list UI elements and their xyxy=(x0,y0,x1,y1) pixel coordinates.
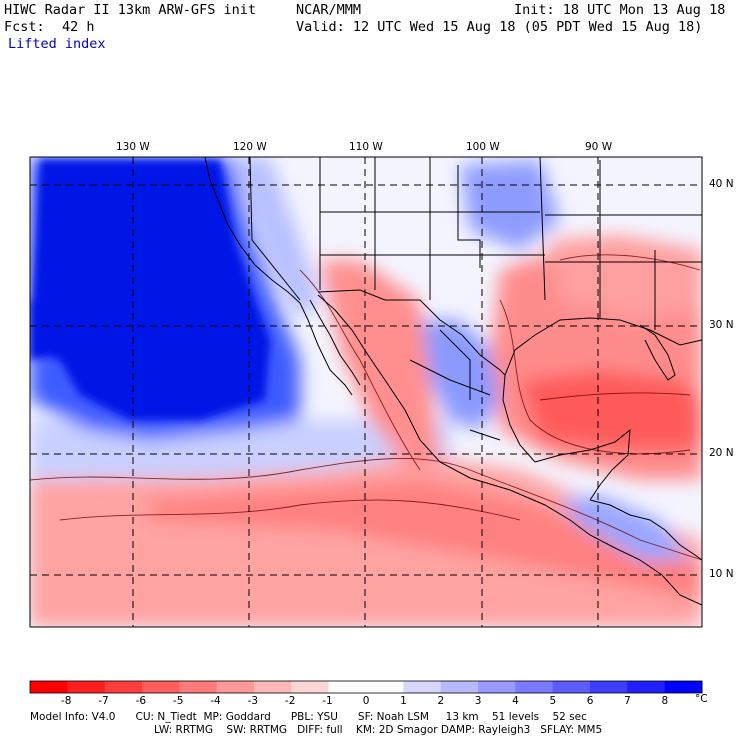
colorbar-swatch xyxy=(478,681,516,693)
colorbar-swatch xyxy=(590,681,628,693)
institution: NCAR/MMM xyxy=(296,2,362,18)
colorbar-swatch xyxy=(366,681,404,693)
colorbar-tick-label: 7 xyxy=(624,695,631,707)
forecast-hour: 42 h xyxy=(62,19,95,35)
colorbar-tick-label: 3 xyxy=(474,695,482,707)
colorbar-swatch xyxy=(291,681,330,693)
colorbar xyxy=(29,680,703,694)
footer-physics-info: LW: RRTMG SW: RRTMG DIFF: full KM: 2D Sm… xyxy=(154,724,603,736)
colorbar-tick-label: 8 xyxy=(661,695,669,707)
colorbar-tick-label: 0 xyxy=(362,695,370,707)
lat-label-10n: 10 N xyxy=(709,568,734,580)
lat-label-40n: 40 N xyxy=(709,178,734,190)
colorbar-swatch xyxy=(142,681,180,693)
colorbar-tick-label: 1 xyxy=(400,695,407,707)
lon-label-100w: 100 W xyxy=(466,141,500,153)
model-title: HIWC Radar II 13km ARW-GFS init xyxy=(4,2,256,18)
colorbar-swatch xyxy=(104,681,143,693)
colorbar-swatch xyxy=(515,681,554,693)
colorbar-swatch xyxy=(30,681,68,693)
colorbar-tick-label: -5 xyxy=(172,695,184,707)
colorbar-swatch xyxy=(254,681,292,693)
footer-model-info: Model Info: V4.0 CU: N_Tiedt MP: Goddard… xyxy=(30,711,587,723)
lon-label-120w: 120 W xyxy=(233,141,267,153)
colorbar-swatch xyxy=(67,681,106,693)
colorbar-tick-label: -7 xyxy=(98,695,109,707)
colorbar-tick-label: -6 xyxy=(135,695,147,707)
colorbar-unit: °C xyxy=(695,693,708,705)
colorbar-swatch xyxy=(403,681,442,693)
lon-label-110w: 110 W xyxy=(349,141,383,153)
forecast-label: Fcst: xyxy=(4,19,45,35)
colorbar-tick-label: -1 xyxy=(322,695,333,707)
colorbar-tick-label: 6 xyxy=(586,695,594,707)
valid-time: Valid: 12 UTC Wed 15 Aug 18 (05 PDT Wed … xyxy=(296,19,703,35)
lon-label-130w: 130 W xyxy=(116,141,150,153)
colorbar-tick-label: -2 xyxy=(284,695,296,707)
lon-label-90w: 90 W xyxy=(585,141,613,153)
init-time: Init: 18 UTC Mon 13 Aug 18 xyxy=(514,2,726,18)
colorbar-tick-label: 2 xyxy=(437,695,445,707)
colorbar-tick-label: 4 xyxy=(512,695,519,707)
colorbar-swatch xyxy=(216,681,255,693)
colorbar-swatch xyxy=(627,681,666,693)
colorbar-tick-label: -3 xyxy=(247,695,259,707)
colorbar-frame xyxy=(29,680,703,694)
colorbar-swatch xyxy=(664,681,703,693)
lat-label-30n: 30 N xyxy=(709,319,734,331)
colorbar-tick-label: -4 xyxy=(210,695,221,707)
field-name: Lifted index xyxy=(8,36,106,52)
map-field xyxy=(30,157,702,627)
map-frame xyxy=(29,156,703,628)
colorbar-tick-label: -8 xyxy=(60,695,72,707)
colorbar-swatch xyxy=(179,681,218,693)
lat-label-20n: 20 N xyxy=(709,447,734,459)
colorbar-swatch xyxy=(328,681,367,693)
colorbar-swatch xyxy=(440,681,479,693)
colorbar-tick-label: 5 xyxy=(549,695,557,707)
colorbar-swatch xyxy=(552,681,591,693)
